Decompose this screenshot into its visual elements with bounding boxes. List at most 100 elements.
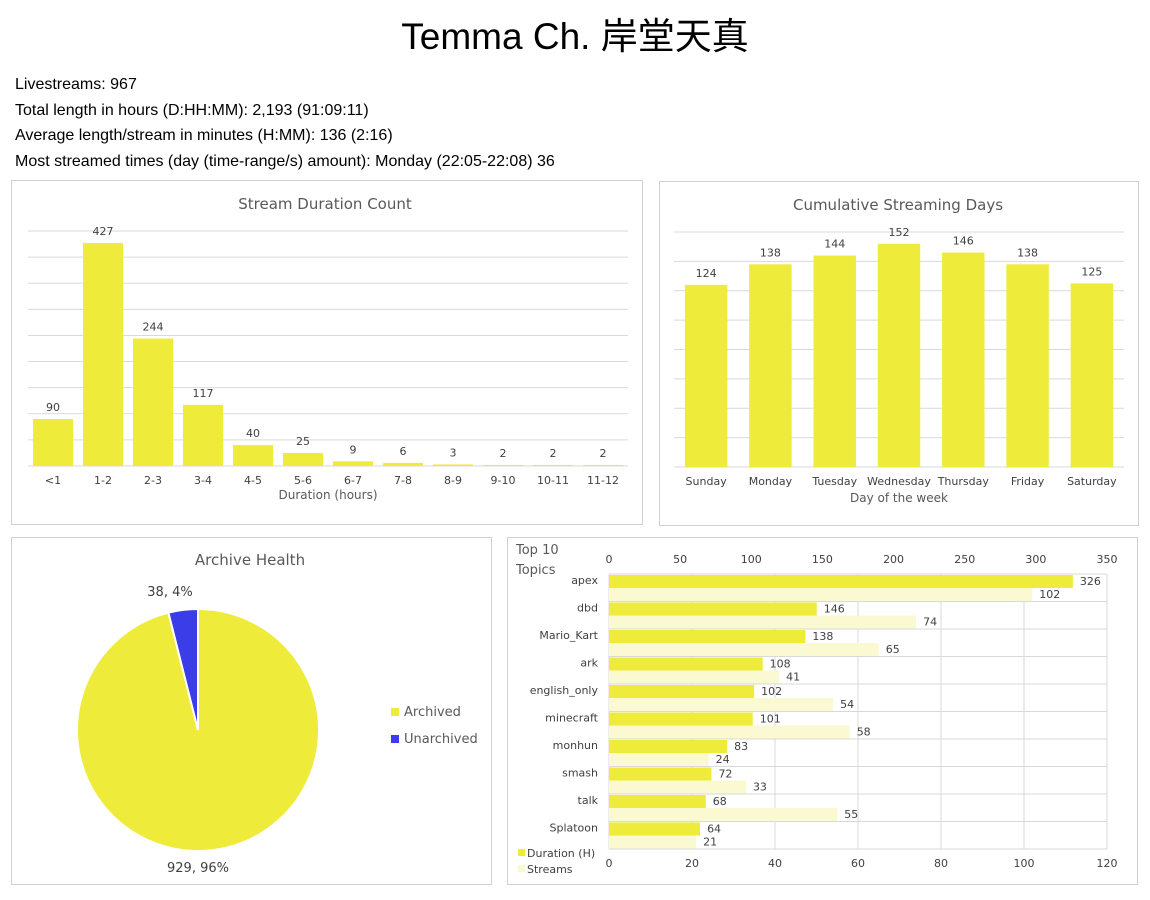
x-tick-label: Tuesday (811, 475, 857, 488)
bar-streams (609, 808, 838, 821)
bar-streams (609, 780, 746, 794)
archive-chart-panel: Archive Health 929, 96% 38, 4% Archived Unar… (11, 537, 492, 885)
stats-block: Livestreams: 967 Total length in hours (… (15, 72, 555, 174)
pie-slice-unarchived (167, 607, 199, 731)
data-label: 41 (786, 671, 800, 684)
bar-streams (609, 698, 834, 711)
bar (877, 243, 921, 467)
data-label: 326 (1080, 575, 1101, 588)
data-label: 24 (716, 753, 730, 766)
x-tick-label: Saturday (1067, 475, 1117, 488)
bar-duration (609, 740, 728, 753)
bar (583, 464, 623, 466)
data-label: 3 (450, 446, 457, 459)
bar (233, 445, 273, 466)
x-tick-label: 4-5 (244, 474, 262, 487)
bar-streams (609, 588, 1033, 601)
y-tick-label: talk (578, 794, 599, 807)
x-tick-label: 8-9 (444, 474, 462, 487)
top-axis-tick: 50 (673, 553, 687, 566)
bar (533, 464, 573, 466)
bar-streams (609, 753, 709, 766)
days-chart-panel: Cumulative Streaming Days 124 Sunday 138 Mon… (659, 181, 1139, 526)
bottom-axis-tick: 100 (1014, 857, 1035, 870)
data-label: 65 (886, 643, 900, 656)
top-axis-tick: 0 (606, 553, 613, 566)
bar-streams (609, 835, 697, 849)
data-label: 929, 96% (167, 861, 229, 876)
y-tick-label: monhun (553, 739, 598, 752)
x-tick-label: 6-7 (344, 474, 362, 487)
data-label: 101 (760, 713, 781, 726)
bar (684, 284, 728, 467)
bar (333, 461, 373, 466)
data-label: 83 (734, 740, 748, 753)
top-axis-tick: 200 (883, 553, 904, 566)
stat-livestreams: Livestreams: 967 (15, 76, 137, 93)
x-tick-label: 3-4 (194, 474, 212, 487)
y-tick-label: Splatoon (549, 822, 598, 835)
data-label: 58 (857, 726, 871, 739)
chart-title: Archive Health (195, 551, 305, 569)
bar (483, 464, 523, 466)
top-axis-tick: 300 (1025, 553, 1046, 566)
data-label: 146 (824, 603, 845, 616)
top-axis-tick: 350 (1097, 553, 1118, 566)
data-label: 244 (143, 321, 164, 334)
bar-duration (609, 822, 701, 836)
legend-label: Archived (404, 705, 461, 720)
bar-duration (609, 712, 753, 726)
bottom-axis-tick: 80 (934, 857, 948, 870)
data-label: 125 (1081, 265, 1102, 278)
x-tick-label: 2-3 (144, 474, 162, 487)
top-axis-tick: 250 (954, 553, 975, 566)
bar-streams (609, 615, 917, 629)
data-label: 33 (753, 781, 767, 794)
chart-title: Cumulative Streaming Days (793, 196, 1003, 214)
bar (813, 255, 856, 467)
data-label: 74 (923, 616, 937, 629)
x-tick-label: Monday (749, 475, 793, 488)
bar (183, 404, 223, 466)
x-axis-label: Duration (hours) (278, 488, 377, 502)
x-tick-label: <1 (45, 474, 61, 487)
x-tick-label: Friday (1011, 475, 1045, 488)
bottom-axis-tick: 20 (685, 857, 699, 870)
legend-label: Duration (H) (527, 847, 595, 860)
duration-chart: Stream Duration Count 90 <1 427 1-2 244 2-3 117… (28, 195, 628, 502)
bar (83, 243, 123, 466)
data-label: 55 (844, 808, 858, 821)
bar (383, 462, 423, 466)
y-tick-label: dbd (577, 602, 598, 615)
y-tick-label: smash (562, 767, 598, 780)
bar (283, 452, 323, 466)
x-tick-label: Thursday (937, 475, 990, 488)
stat-most-streamed: Most streamed times (day (time-range/s) … (15, 152, 555, 170)
legend-swatch (391, 708, 399, 716)
data-label: 40 (246, 427, 260, 440)
data-label: 108 (770, 658, 791, 671)
data-label: 64 (707, 823, 721, 836)
y-tick-label: minecraft (545, 712, 599, 725)
data-label: 90 (46, 401, 60, 414)
bar-duration (609, 575, 1073, 588)
bottom-axis-tick: 40 (768, 857, 782, 870)
bar-duration (609, 657, 763, 671)
bar (942, 252, 985, 467)
stat-average-length: Average length/stream in minutes (H:MM):… (15, 127, 393, 144)
bar-duration (609, 602, 817, 616)
bar (133, 338, 173, 466)
bar (749, 264, 792, 467)
bar-streams (609, 670, 780, 684)
data-label: 152 (889, 226, 910, 239)
data-label: 117 (193, 387, 214, 400)
legend-label: Streams (527, 863, 573, 876)
data-label: 2 (550, 447, 557, 460)
data-label: 124 (696, 267, 717, 280)
legend-swatch (518, 865, 525, 872)
data-label: 144 (824, 238, 845, 251)
y-tick-label: english_only (530, 684, 599, 697)
top-axis-tick: 150 (812, 553, 833, 566)
data-label: 138 (760, 246, 781, 259)
topics-chart-panel: Top 10 Topics 0 50 100 150 200 250 300 350 0 20 40 60… (507, 537, 1138, 885)
